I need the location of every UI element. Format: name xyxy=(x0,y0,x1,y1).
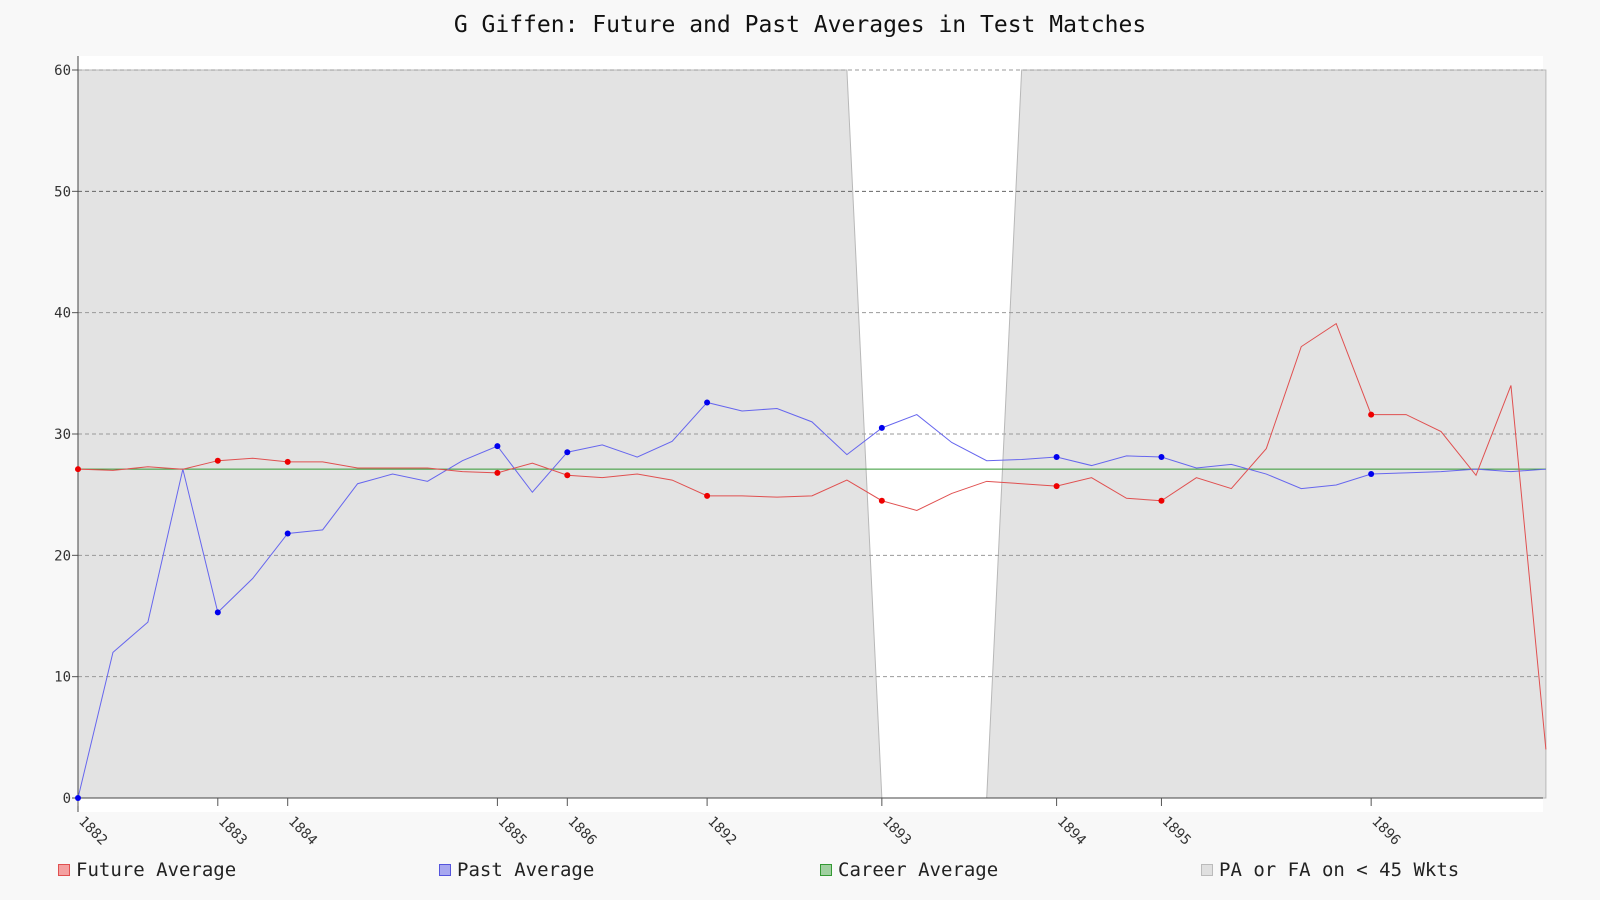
legend-swatch-career xyxy=(820,864,832,876)
x-tick-label-1883: 1883 xyxy=(215,814,250,849)
point-future-average-12 xyxy=(494,469,501,476)
point-past-average-31 xyxy=(1158,454,1165,461)
legend-item-past: Past Average xyxy=(439,858,594,882)
point-past-average-6 xyxy=(284,530,291,537)
y-tick-label-0: 0 xyxy=(63,791,71,807)
x-tick-label-1882: 1882 xyxy=(75,814,110,849)
point-future-average-37 xyxy=(1368,411,1375,418)
point-future-average-31 xyxy=(1158,497,1165,504)
y-tick-label-30: 30 xyxy=(54,427,71,443)
legend-label-future: Future Average xyxy=(76,859,237,881)
point-past-average-4 xyxy=(214,609,221,616)
point-past-average-28 xyxy=(1053,454,1060,461)
x-tick-label-1886: 1886 xyxy=(564,814,599,849)
x-tick-label-1894: 1894 xyxy=(1054,814,1089,849)
legend-label-past: Past Average xyxy=(457,859,595,881)
y-tick-label-20: 20 xyxy=(54,548,71,564)
series-line-past-average xyxy=(77,401,1546,799)
legend-swatch-future xyxy=(58,864,70,876)
point-past-average-14 xyxy=(564,449,571,456)
point-past-average-37 xyxy=(1368,471,1375,478)
point-future-average-23 xyxy=(878,497,885,504)
y-tick-label-60: 60 xyxy=(54,63,71,79)
legend-label-career: Career Average xyxy=(838,859,999,881)
point-future-average-18 xyxy=(704,492,711,499)
x-tick-label-1895: 1895 xyxy=(1159,814,1194,849)
y-tick-label-40: 40 xyxy=(54,306,71,322)
series-line-future-average xyxy=(77,322,1547,750)
point-future-average-0 xyxy=(75,466,81,473)
legend-swatch-shaded xyxy=(1201,864,1213,876)
point-past-average-12 xyxy=(494,443,501,450)
legend-swatch-past xyxy=(439,864,451,876)
x-tick-label-1885: 1885 xyxy=(495,814,530,849)
point-past-average-18 xyxy=(704,399,711,406)
legend-item-future: Future Average xyxy=(58,858,236,882)
legend-label-shaded: PA or FA on < 45 Wkts xyxy=(1219,859,1460,881)
x-tick-label-1896: 1896 xyxy=(1368,814,1403,849)
legend-item-shaded: PA or FA on < 45 Wkts xyxy=(1201,858,1459,882)
point-future-average-14 xyxy=(564,472,571,479)
point-past-average-23 xyxy=(878,424,885,431)
point-future-average-28 xyxy=(1053,483,1060,490)
y-tick-label-50: 50 xyxy=(54,184,71,200)
point-future-average-4 xyxy=(214,457,221,464)
point-past-average-0 xyxy=(75,795,81,801)
point-future-average-6 xyxy=(284,458,291,465)
chart-title: G Giffen: Future and Past Averages in Te… xyxy=(453,12,1147,38)
x-tick-label-1884: 1884 xyxy=(285,814,320,849)
legend: Future Average Past Average Career Avera… xyxy=(0,858,1600,888)
legend-item-career: Career Average xyxy=(820,858,998,882)
x-tick-label-1893: 1893 xyxy=(879,814,914,849)
x-tick-label-1892: 1892 xyxy=(704,814,739,849)
y-tick-label-10: 10 xyxy=(54,670,71,686)
